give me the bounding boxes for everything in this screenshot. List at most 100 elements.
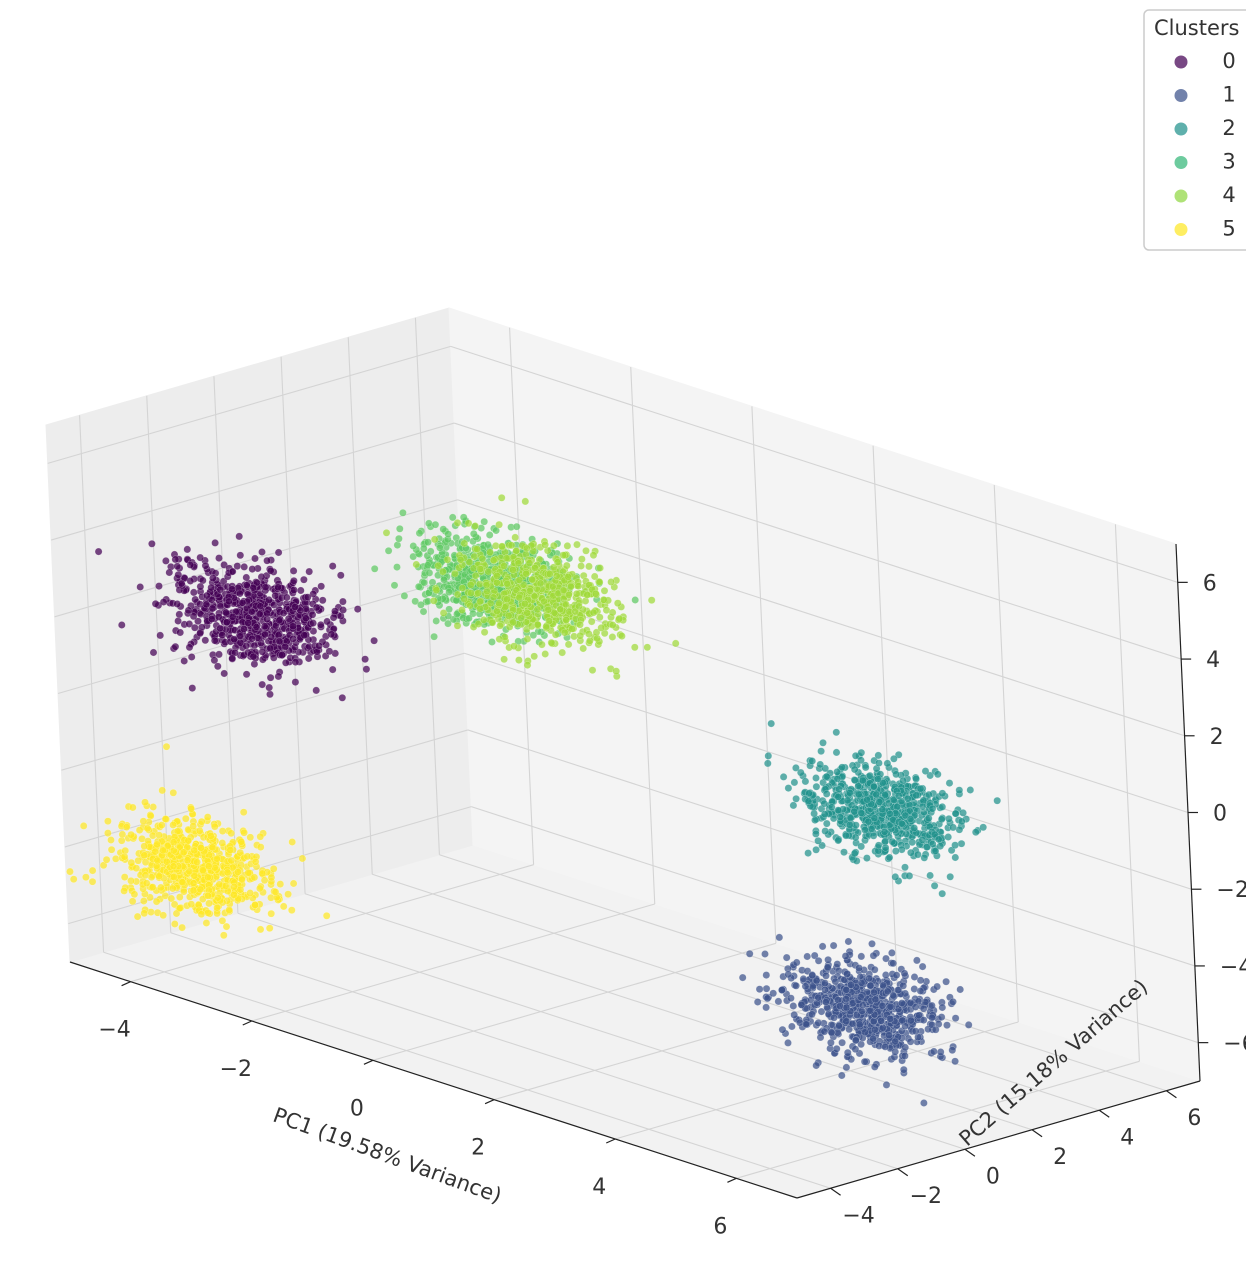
data-point-cluster-5 bbox=[135, 826, 144, 834]
data-point-cluster-1 bbox=[809, 982, 817, 991]
data-point-cluster-4 bbox=[523, 609, 531, 617]
data-point-cluster-1 bbox=[894, 986, 902, 994]
data-point-cluster-5 bbox=[215, 880, 224, 889]
data-point-cluster-2 bbox=[792, 764, 800, 772]
data-point-cluster-2 bbox=[894, 791, 903, 800]
data-point-cluster-5 bbox=[189, 879, 198, 887]
data-point-cluster-1 bbox=[898, 1016, 907, 1025]
data-point-cluster-5 bbox=[271, 888, 280, 896]
data-point-cluster-0 bbox=[274, 672, 283, 681]
data-point-cluster-2 bbox=[881, 791, 889, 799]
data-point-cluster-1 bbox=[799, 975, 808, 983]
data-point-cluster-4 bbox=[496, 621, 504, 630]
data-point-cluster-1 bbox=[889, 991, 897, 1000]
data-point-cluster-4 bbox=[502, 554, 511, 562]
data-point-cluster-5 bbox=[148, 883, 157, 891]
data-point-cluster-0 bbox=[258, 648, 267, 656]
legend-marker bbox=[1174, 189, 1188, 203]
data-point-cluster-1 bbox=[907, 1016, 915, 1025]
data-point-cluster-5 bbox=[256, 843, 265, 851]
data-point-cluster-4 bbox=[612, 667, 620, 675]
data-point-cluster-4 bbox=[647, 596, 656, 604]
z-tick-label: 0 bbox=[1213, 802, 1227, 827]
data-point-cluster-4 bbox=[643, 643, 652, 652]
legend-marker bbox=[1174, 122, 1188, 136]
data-point-cluster-1 bbox=[871, 995, 880, 1004]
data-point-cluster-5 bbox=[169, 821, 177, 829]
data-point-cluster-2 bbox=[821, 827, 829, 835]
data-point-cluster-2 bbox=[857, 748, 866, 757]
legend-title: Clusters bbox=[1154, 16, 1239, 40]
data-point-cluster-1 bbox=[888, 949, 896, 957]
data-point-cluster-2 bbox=[816, 760, 824, 769]
data-point-cluster-4 bbox=[497, 494, 506, 502]
data-point-cluster-0 bbox=[266, 567, 275, 575]
data-point-cluster-0 bbox=[94, 547, 103, 556]
data-point-cluster-5 bbox=[195, 827, 204, 835]
data-point-cluster-4 bbox=[587, 617, 596, 626]
data-point-cluster-2 bbox=[861, 826, 869, 834]
data-point-cluster-4 bbox=[512, 547, 521, 555]
data-point-cluster-4 bbox=[456, 556, 465, 564]
data-point-cluster-1 bbox=[842, 1063, 851, 1072]
data-point-cluster-5 bbox=[157, 883, 165, 892]
legend: Clusters 0 1 2 3 4 5 bbox=[1143, 9, 1246, 251]
data-point-cluster-5 bbox=[158, 786, 166, 795]
data-point-cluster-5 bbox=[128, 897, 137, 906]
data-point-cluster-1 bbox=[831, 977, 840, 986]
data-point-cluster-3 bbox=[430, 632, 438, 641]
data-point-cluster-0 bbox=[247, 607, 256, 616]
data-point-cluster-5 bbox=[130, 890, 139, 899]
data-point-cluster-1 bbox=[818, 942, 827, 951]
data-point-cluster-4 bbox=[589, 551, 598, 559]
data-point-cluster-1 bbox=[769, 989, 777, 998]
x-axis-label: PC1 (19.58% Variance) bbox=[270, 1103, 505, 1208]
data-point-cluster-5 bbox=[289, 879, 298, 888]
data-point-cluster-0 bbox=[329, 613, 338, 622]
gridline-z-left bbox=[50, 422, 455, 541]
data-point-cluster-5 bbox=[226, 846, 235, 854]
data-point-cluster-2 bbox=[827, 803, 836, 811]
data-point-cluster-1 bbox=[821, 986, 829, 994]
data-point-cluster-5 bbox=[169, 862, 178, 871]
gridline-x-floor bbox=[615, 1021, 1019, 1140]
data-point-cluster-4 bbox=[589, 608, 598, 617]
data-point-cluster-0 bbox=[236, 551, 245, 560]
data-point-cluster-4 bbox=[500, 562, 508, 570]
data-point-cluster-5 bbox=[251, 858, 260, 866]
data-point-cluster-4 bbox=[514, 559, 523, 568]
data-point-cluster-0 bbox=[261, 630, 269, 639]
data-point-cluster-1 bbox=[865, 974, 873, 983]
legend-item-4: 4 bbox=[1174, 183, 1236, 207]
data-point-cluster-1 bbox=[851, 1045, 860, 1053]
series-4 bbox=[382, 494, 680, 681]
data-point-cluster-5 bbox=[104, 817, 112, 825]
data-point-cluster-4 bbox=[432, 586, 441, 594]
data-point-cluster-4 bbox=[439, 609, 448, 617]
data-point-cluster-3 bbox=[436, 544, 444, 552]
data-point-cluster-1 bbox=[882, 954, 890, 963]
data-point-cluster-1 bbox=[821, 979, 829, 987]
data-point-cluster-4 bbox=[671, 639, 680, 648]
data-point-cluster-5 bbox=[284, 890, 292, 898]
data-point-cluster-5 bbox=[208, 843, 217, 852]
data-point-cluster-4 bbox=[478, 554, 487, 563]
data-point-cluster-4 bbox=[572, 590, 581, 598]
x-tick-label: −2 bbox=[220, 1057, 252, 1082]
data-point-cluster-0 bbox=[176, 628, 184, 637]
data-point-cluster-4 bbox=[523, 544, 531, 553]
data-point-cluster-3 bbox=[395, 534, 403, 543]
data-point-cluster-4 bbox=[578, 555, 586, 563]
data-point-cluster-5 bbox=[112, 855, 120, 863]
data-point-cluster-2 bbox=[912, 775, 920, 783]
y-axis-line bbox=[796, 1080, 1201, 1199]
data-point-cluster-2 bbox=[843, 796, 852, 805]
data-point-cluster-4 bbox=[495, 635, 504, 643]
gridline-z-left bbox=[61, 652, 465, 771]
data-point-cluster-2 bbox=[834, 806, 842, 814]
data-point-cluster-0 bbox=[361, 655, 369, 663]
data-point-cluster-0 bbox=[228, 567, 237, 576]
data-point-cluster-0 bbox=[180, 657, 188, 665]
data-point-cluster-4 bbox=[576, 631, 584, 640]
data-point-cluster-2 bbox=[951, 841, 959, 849]
